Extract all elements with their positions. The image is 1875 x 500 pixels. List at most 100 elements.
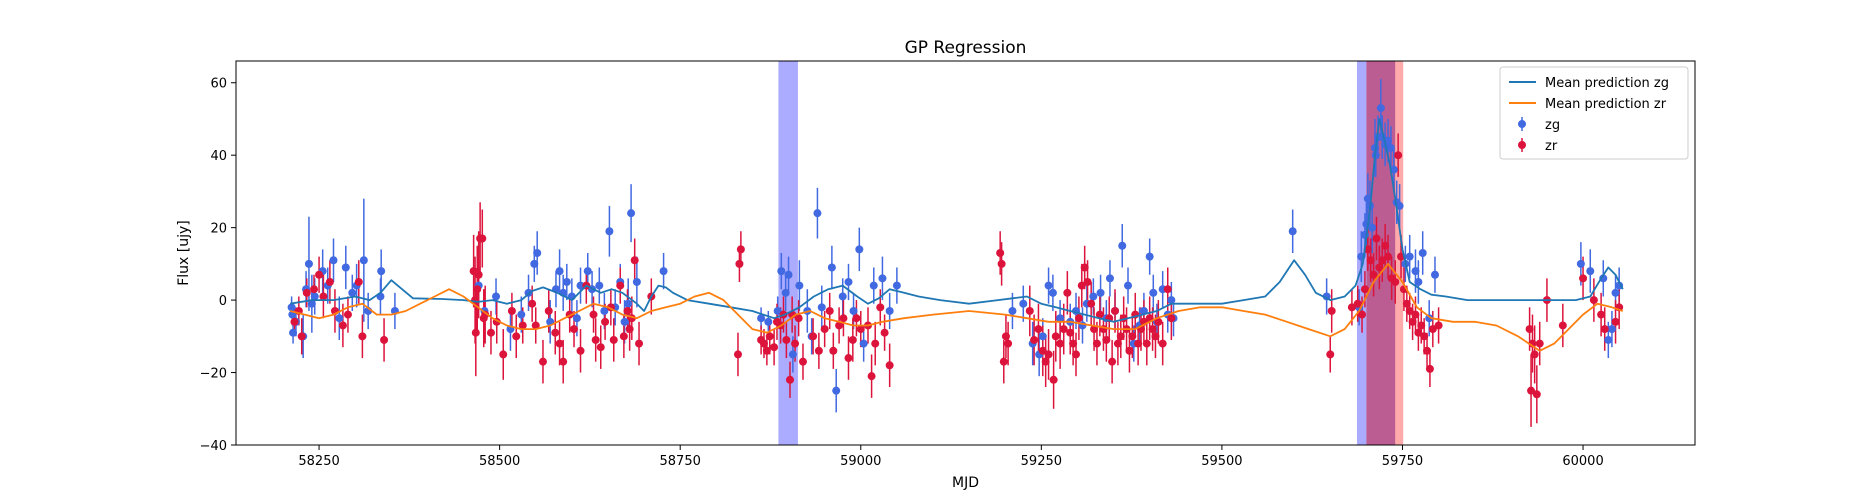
data-point-zr [1327,306,1336,315]
data-point-zr [844,354,853,363]
data-point-zr [1417,321,1426,330]
data-point-zr [1163,285,1172,294]
data-point-zg [855,245,864,254]
data-point-zr [1148,325,1157,334]
data-point-zg [869,281,878,290]
data-point-zr [302,288,311,297]
legend-marker-swatch [1518,141,1526,149]
data-point-zr [852,314,861,323]
data-point-zr [848,335,857,344]
y-tick-label: 0 [219,294,227,309]
data-point-zg [533,249,542,257]
data-point-zr [1154,317,1163,326]
data-point-zg [832,386,841,395]
data-point-zg [1096,288,1105,297]
data-point-zg [572,314,581,323]
data-point-zr [1353,299,1362,308]
data-point-zg [310,292,319,301]
data-point-zg [1384,136,1393,145]
data-point-zr [1151,332,1160,341]
prediction-line-Mean prediction zr [289,263,1624,352]
data-point-zg [492,292,501,301]
data-point-zg [624,299,633,308]
data-point-zg [1430,270,1439,279]
data-point-zr [1034,325,1043,334]
data-point-zr [635,339,644,348]
data-point-zr [1535,339,1544,348]
data-point-zg [562,277,571,286]
data-point-zg [1288,227,1297,236]
data-point-zr [319,292,328,301]
data-point-zg [781,288,790,297]
data-point-zr [609,335,618,344]
x-tick-label: 60000 [1562,454,1603,469]
data-point-zr [1428,325,1437,334]
x-axis-label: MJD [952,475,979,491]
data-point-zr [518,321,527,330]
data-point-zg [1586,267,1595,276]
data-point-zg [1395,201,1404,210]
data-point-zg [1376,104,1385,113]
data-point-zr [1378,256,1387,265]
x-tick-label: 58250 [298,454,339,469]
data-point-zr [1532,390,1541,399]
data-point-zg [359,256,368,265]
data-point-zr [473,285,482,294]
data-point-zg [1008,306,1017,315]
data-point-zr [1080,263,1089,272]
data-point-zg [632,277,641,286]
data-point-zr [999,357,1008,366]
data-point-zr [596,343,605,352]
data-point-zg [827,263,836,272]
data-point-zg [576,281,585,290]
data-point-zr [1142,339,1151,348]
data-point-zr [338,321,347,330]
prediction-lines [289,118,1624,352]
data-point-zr [551,328,560,337]
data-point-zr [1411,310,1420,319]
data-point-zr [528,299,537,308]
data-point-zg [773,306,782,315]
data-point-zr [591,335,600,344]
data-point-zg [307,299,316,308]
data-point-zr [1347,303,1356,312]
x-tick-label: 59750 [1382,454,1423,469]
legend-label: Mean prediction zg [1545,76,1669,91]
data-point-zr [1072,350,1081,359]
data-point-zr [835,321,844,330]
data-point-zr [1597,310,1606,319]
data-point-zg [348,288,357,297]
data-point-zg [1019,299,1028,308]
data-point-zg [757,314,766,323]
data-point-zg [1048,288,1057,297]
data-point-zg [885,306,894,315]
data-point-zg [1044,281,1053,290]
legend-marker-swatch [1518,120,1526,128]
data-point-zr [1358,310,1367,319]
data-point-zr [471,328,480,337]
plot-frame [235,60,1696,446]
data-point-zg [1604,335,1613,344]
data-point-zr [1092,339,1101,348]
data-point-zg [1411,267,1420,276]
data-point-zr [1360,285,1369,294]
y-axis-ticks: −40 −20 0 20 40 60 [200,77,236,454]
data-point-zr [570,325,579,334]
data-point-zr [798,357,807,366]
data-point-zg [1599,274,1608,283]
data-point-zr [1525,325,1534,334]
data-point-zg [1405,252,1414,261]
data-point-zg [341,263,350,272]
x-tick-label: 59250 [1021,454,1062,469]
data-points [287,104,1624,399]
data-point-zg [1425,314,1434,323]
data-point-zr [1402,299,1411,308]
data-point-zr [1381,241,1390,250]
data-point-zr [1394,151,1403,160]
data-point-zr [736,245,745,254]
data-point-zr [1095,310,1104,319]
data-point-zg [304,259,313,268]
data-point-zg [1105,274,1114,283]
data-point-zg [844,277,853,286]
data-point-zr [1579,274,1588,283]
